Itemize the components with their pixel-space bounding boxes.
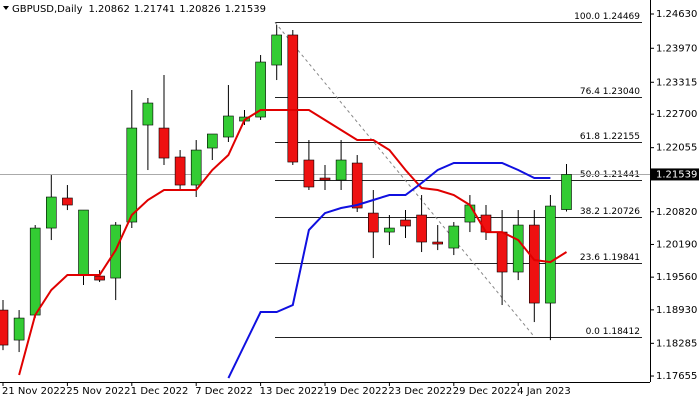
fib-level-label: 50.0 1.21441 — [580, 170, 640, 180]
header-low: 1.20826 — [179, 4, 220, 15]
price-box — [651, 168, 699, 181]
candle-body — [174, 156, 186, 186]
fib-level-label: 100.0 1.24469 — [574, 12, 640, 22]
y-tick-label: 1.23970 — [656, 43, 697, 54]
fib-trendline — [274, 22, 535, 338]
header-open: 1.20862 — [89, 4, 130, 15]
candle-body — [496, 231, 508, 273]
y-tick-label: 1.20190 — [656, 239, 697, 250]
candle-body — [464, 204, 476, 223]
candle-body — [126, 127, 138, 223]
candle-body — [432, 241, 444, 245]
y-tick-label: 1.18285 — [656, 338, 697, 349]
candle-body — [545, 205, 556, 304]
candle-body — [190, 149, 202, 186]
header: GBPUSD,Daily 1.20862 1.21741 1.20826 1.21539 — [12, 4, 266, 15]
fib-level-label: 61.8 1.22155 — [580, 132, 640, 142]
y-tick-label: 1.22055 — [656, 143, 697, 154]
x-tick-label: 1 Dec 2022 — [131, 386, 189, 397]
candle-body — [561, 174, 572, 210]
candle-body — [78, 209, 89, 276]
x-tick-label: 7 Dec 2022 — [195, 386, 253, 397]
symbol: GBPUSD,Daily — [12, 4, 83, 15]
x-tick-label: 21 Nov 2022 — [2, 386, 66, 397]
candle-body — [142, 102, 154, 126]
y-tick-label: 1.20820 — [656, 207, 697, 218]
x-tick-label: 23 Dec 2022 — [388, 386, 452, 397]
y-tick-label: 1.18930 — [656, 305, 697, 316]
candle-body — [400, 219, 411, 227]
candle-body — [271, 34, 283, 66]
x-tick-label: 25 Nov 2022 — [66, 386, 130, 397]
fib-level-label: 76.4 1.23040 — [580, 87, 640, 97]
candle-body — [207, 133, 218, 149]
candle-body — [255, 61, 266, 118]
candle-body — [223, 115, 234, 138]
candle-body — [448, 225, 460, 249]
candle-body — [303, 159, 315, 188]
candle-body — [287, 34, 299, 163]
candle-body — [335, 159, 347, 181]
header-close: 1.21539 — [225, 4, 266, 15]
candle-body — [29, 227, 41, 316]
indicator-line — [18, 109, 568, 376]
y-tick-label: 1.17655 — [656, 371, 697, 382]
y-tick-label: 1.19560 — [656, 272, 697, 283]
y-tick-label: 1.22700 — [656, 109, 697, 120]
header-high: 1.21741 — [134, 4, 175, 15]
indicator-line — [227, 162, 551, 379]
plot-area: 100.0 1.24469 76.4 1.23040 61.8 1.22155 50.… — [0, 12, 650, 379]
candle-body — [158, 127, 170, 159]
candle-body — [62, 197, 73, 206]
fib-level-label: 0.0 1.18412 — [586, 327, 640, 337]
candle-body — [367, 212, 379, 233]
candle-body — [351, 162, 363, 209]
candle-body — [416, 214, 427, 243]
candle-body — [528, 224, 540, 304]
x-tick-label: 4 Jan 2023 — [517, 386, 571, 397]
x-tick-label: 19 Dec 2022 — [324, 386, 388, 397]
y-tick-label: 1.24630 — [656, 9, 697, 20]
x-tick-label: 13 Dec 2022 — [260, 386, 324, 397]
candle-body — [45, 196, 57, 229]
candle-body — [0, 309, 9, 346]
candle-body — [13, 317, 25, 341]
fib-level-label: 38.2 1.20726 — [580, 207, 640, 217]
candle-body — [512, 224, 524, 273]
fib-level-label: 23.6 1.19841 — [580, 253, 640, 263]
y-tick-label: 1.23315 — [656, 77, 697, 88]
candle-body — [384, 227, 395, 233]
x-tick-label: 29 Dec 2022 — [453, 386, 517, 397]
menu-icon — [3, 6, 9, 10]
candle-body — [319, 177, 331, 181]
candle-body — [94, 275, 105, 281]
candle-body — [480, 214, 492, 233]
price-box-label: 1.21539 — [656, 169, 697, 180]
